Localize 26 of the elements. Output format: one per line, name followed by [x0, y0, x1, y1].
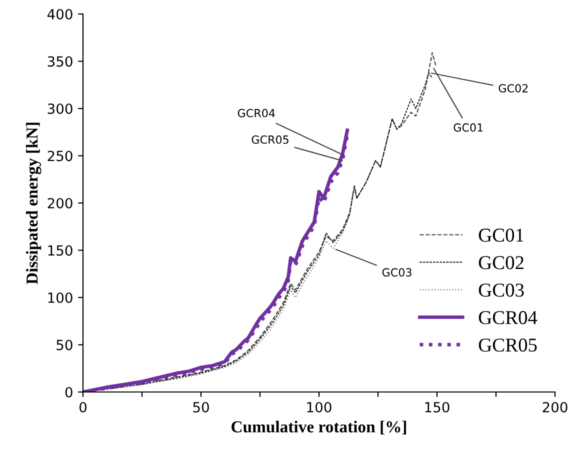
y-tick-label: 0: [65, 386, 72, 398]
legend-label: GCR04: [478, 311, 538, 324]
annotation: GC03: [382, 268, 412, 277]
x-tick-label: 0: [79, 402, 86, 412]
annotation: GCR04: [238, 108, 275, 118]
y-axis-title: Dissipated energy [kN]: [26, 122, 42, 284]
y-tick-label: 50: [56, 340, 72, 350]
annotation: GCR05: [252, 135, 288, 144]
legend-label: GC03: [478, 284, 524, 297]
x-tick-label: 200: [542, 402, 568, 412]
y-tick-label: 400: [47, 8, 72, 20]
y-tick-label: 300: [48, 103, 72, 114]
legend-label: GC01: [478, 228, 524, 242]
x-tick-label: 100: [307, 402, 332, 412]
x-tick-label: 150: [425, 402, 450, 412]
y-tick-label: 150: [48, 245, 72, 256]
x-tick-label: 50: [193, 402, 209, 412]
y-tick-label: 350: [48, 56, 72, 67]
legend-label: GC02: [478, 256, 524, 270]
annotation: GC02: [498, 84, 528, 92]
y-tick-label: 100: [48, 292, 72, 303]
legend-label: GCR05: [478, 338, 537, 352]
y-tick-label: 250: [48, 150, 72, 162]
annotation: GC01: [454, 123, 483, 132]
y-tick-label: 200: [48, 198, 72, 208]
x-axis-title: Cumulative rotation [%]: [232, 420, 406, 435]
